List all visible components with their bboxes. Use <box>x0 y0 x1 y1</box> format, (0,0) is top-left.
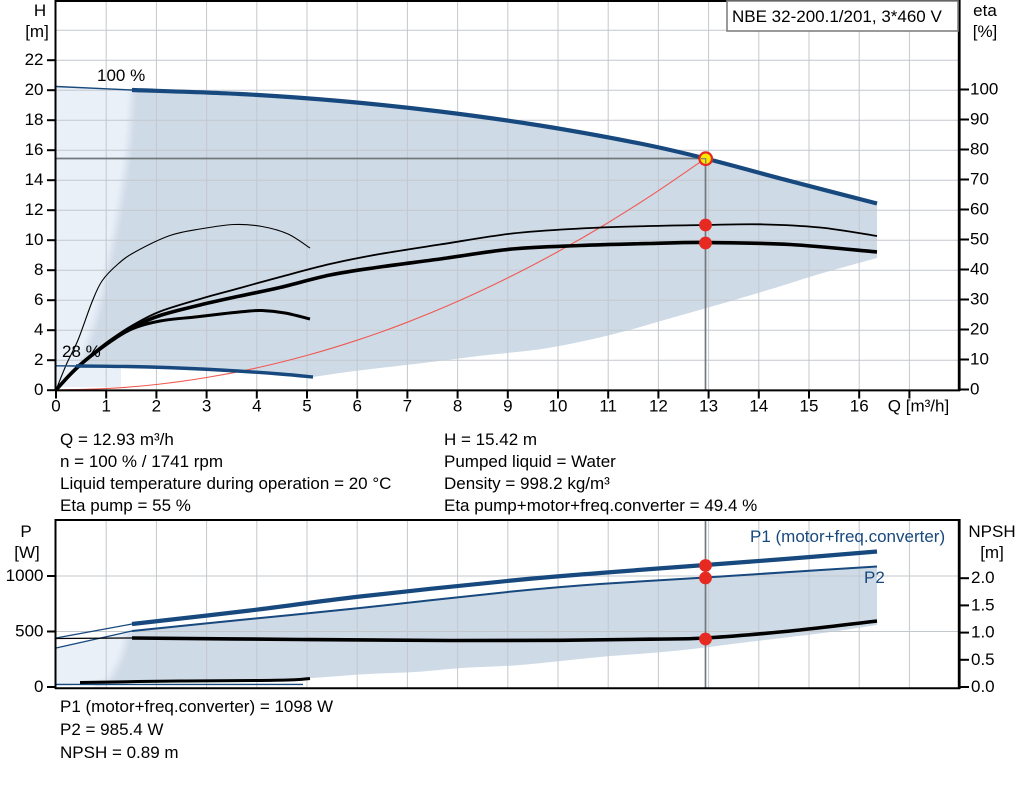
svg-text:P1 (motor+freq.converter) = 10: P1 (motor+freq.converter) = 1098 W <box>60 697 333 716</box>
svg-text:8: 8 <box>34 260 43 279</box>
svg-text:[m]: [m] <box>980 543 1004 562</box>
svg-text:4: 4 <box>252 397 261 416</box>
svg-text:1.5: 1.5 <box>971 595 995 614</box>
svg-text:1000: 1000 <box>6 566 44 585</box>
svg-text:10: 10 <box>549 397 568 416</box>
svg-text:Pumped liquid = Water: Pumped liquid = Water <box>444 452 616 471</box>
svg-text:5: 5 <box>302 397 311 416</box>
svg-text:eta: eta <box>973 1 997 20</box>
svg-text:Eta pump+motor+freq.converter: Eta pump+motor+freq.converter = 49.4 % <box>444 496 757 515</box>
svg-text:6: 6 <box>352 397 361 416</box>
svg-text:15: 15 <box>800 397 819 416</box>
svg-text:0: 0 <box>34 677 43 696</box>
svg-text:13: 13 <box>699 397 718 416</box>
svg-text:9: 9 <box>503 397 512 416</box>
svg-text:50: 50 <box>970 230 989 249</box>
svg-text:Q [m³/h]: Q [m³/h] <box>888 397 949 416</box>
svg-text:Eta pump = 55 %: Eta pump = 55 % <box>60 496 191 515</box>
svg-text:P1 (motor+freq.converter): P1 (motor+freq.converter) <box>750 527 945 546</box>
svg-text:100: 100 <box>970 80 998 99</box>
svg-text:H = 15.42 m: H = 15.42 m <box>444 430 537 449</box>
svg-text:Density = 998.2 kg/m³: Density = 998.2 kg/m³ <box>444 474 610 493</box>
svg-text:80: 80 <box>970 140 989 159</box>
svg-text:1.0: 1.0 <box>971 623 995 642</box>
svg-text:0.5: 0.5 <box>971 650 995 669</box>
svg-text:0: 0 <box>970 380 979 399</box>
svg-text:NPSH = 0.89 m: NPSH = 0.89 m <box>60 743 179 762</box>
svg-text:1: 1 <box>101 397 110 416</box>
svg-text:16: 16 <box>25 140 44 159</box>
svg-text:NPSH: NPSH <box>968 522 1015 541</box>
svg-text:0: 0 <box>34 380 43 399</box>
svg-text:18: 18 <box>25 110 44 129</box>
svg-text:30: 30 <box>970 290 989 309</box>
svg-text:100 %: 100 % <box>97 66 145 85</box>
svg-text:14: 14 <box>749 397 768 416</box>
svg-text:22: 22 <box>25 50 44 69</box>
svg-text:NBE 32-200.1/201, 3*460 V: NBE 32-200.1/201, 3*460 V <box>732 7 942 26</box>
svg-text:H: H <box>34 1 46 20</box>
svg-text:10: 10 <box>970 350 989 369</box>
svg-text:Q = 12.93 m³/h: Q = 12.93 m³/h <box>60 430 174 449</box>
svg-text:40: 40 <box>970 260 989 279</box>
svg-text:[m]: [m] <box>25 22 49 41</box>
svg-text:20: 20 <box>25 80 44 99</box>
svg-text:10: 10 <box>25 230 44 249</box>
svg-text:60: 60 <box>970 200 989 219</box>
svg-text:0.0: 0.0 <box>971 677 995 696</box>
svg-text:3: 3 <box>202 397 211 416</box>
svg-text:6: 6 <box>34 290 43 309</box>
svg-text:12: 12 <box>649 397 668 416</box>
svg-text:2: 2 <box>34 350 43 369</box>
svg-text:70: 70 <box>970 170 989 189</box>
svg-text:500: 500 <box>15 622 43 641</box>
svg-text:P2: P2 <box>864 568 885 587</box>
svg-text:[%]: [%] <box>973 22 998 41</box>
svg-text:0: 0 <box>51 397 60 416</box>
svg-text:16: 16 <box>850 397 869 416</box>
svg-text:2: 2 <box>152 397 161 416</box>
svg-text:28 %: 28 % <box>62 342 101 361</box>
svg-text:Liquid temperature during oper: Liquid temperature during operation = 20… <box>60 474 391 493</box>
svg-text:n = 100 % / 1741 rpm: n = 100 % / 1741 rpm <box>60 452 223 471</box>
svg-text:[W]: [W] <box>14 543 40 562</box>
svg-text:90: 90 <box>970 110 989 129</box>
svg-text:8: 8 <box>453 397 462 416</box>
svg-text:P: P <box>20 522 31 541</box>
svg-text:2.0: 2.0 <box>971 568 995 587</box>
svg-text:20: 20 <box>970 320 989 339</box>
svg-text:14: 14 <box>25 170 44 189</box>
svg-text:11: 11 <box>599 397 617 416</box>
svg-text:12: 12 <box>25 200 44 219</box>
svg-text:4: 4 <box>34 320 43 339</box>
svg-text:7: 7 <box>403 397 412 416</box>
svg-text:P2 = 985.4 W: P2 = 985.4 W <box>60 720 163 739</box>
